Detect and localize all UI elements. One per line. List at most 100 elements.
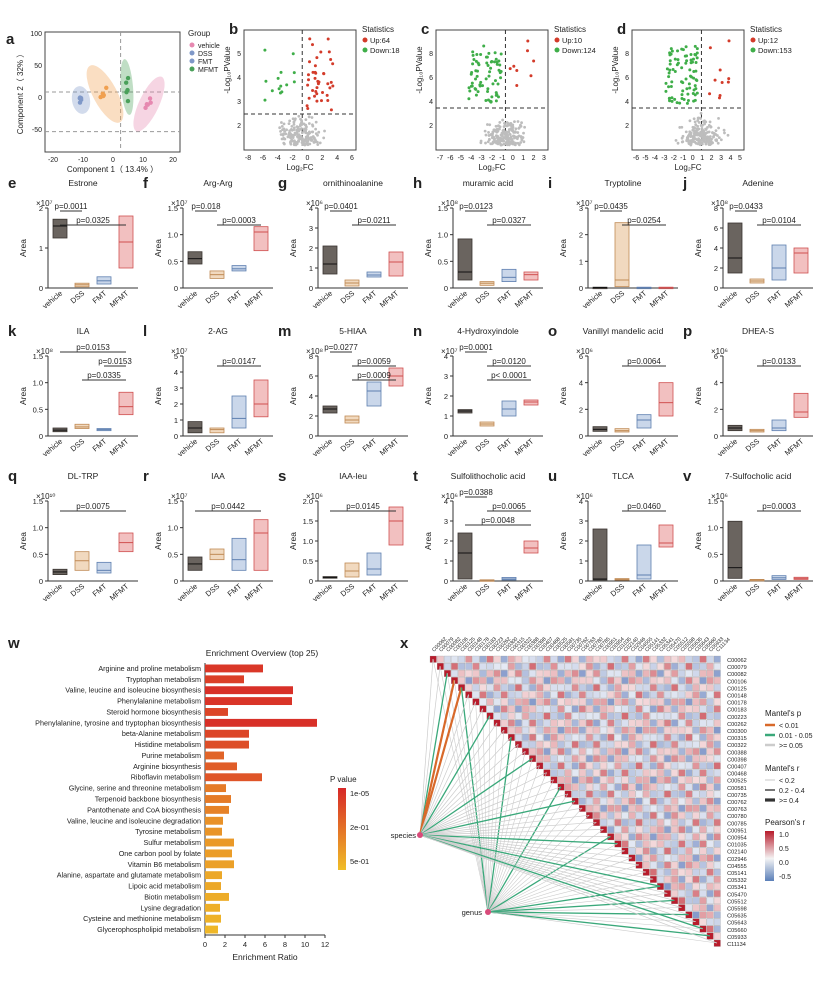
volcano-point-up [727,77,731,81]
heatmap-row-label: C11134 [727,942,746,948]
heatmap-cell [557,691,565,699]
heatmap-cell [557,741,565,748]
heatmap-row-label: C02946 [727,857,747,863]
heatmap-cell [628,769,636,777]
pca-ylabel: Component 2（ 32% ） [16,50,25,135]
panel-letter-c: c [421,21,429,38]
volcano-point-ns [496,142,500,146]
volcano-point-ns [486,140,490,144]
volcano-point-ns [494,124,498,128]
heatmap-cell [699,705,707,713]
boxplot-box [187,421,203,434]
heatmap-cell [607,755,615,763]
heatmap-cell [649,698,657,706]
boxplot-xtick: FMT [766,581,784,598]
heatmap-row-label: C00178 [727,701,747,707]
heatmap-cell [706,712,714,720]
heatmap-cell [543,755,551,763]
heatmap-cell [600,797,608,805]
heatmap-cell [628,783,636,791]
heatmap-cell [614,719,622,727]
enrichment-bar [205,805,229,814]
volcano-point-down [664,89,668,93]
heatmap-cell [621,826,629,834]
panel-letter-s: s [278,468,286,485]
heatmap-cell [685,847,693,855]
heatmap-cell [699,861,707,869]
volcano-point-ns [307,132,310,136]
volcano-point-ns [700,134,703,138]
enrichment-bar [205,664,263,673]
heatmap-cell [664,797,671,805]
heatmap-row-label: C04555 [727,864,747,870]
pvalue-label: p=0.0075 [76,502,110,511]
mantel-edge-genus [487,758,533,913]
volcano-ytick: 6 [625,75,629,82]
heatmap-cell [614,726,622,734]
heatmap-cell [614,712,622,720]
heatmap-cell [642,776,650,784]
heatmap-cell [678,854,686,862]
volcano-point-ns [505,121,509,124]
volcano-point-up [326,37,330,41]
volcano-point-up [326,82,330,86]
heatmap-cell [550,762,558,770]
boxplot-ylabel: Area [558,239,568,257]
heatmap-cell [671,705,679,713]
boxplot-xtick: FMT [631,436,649,453]
heatmap-cell [685,684,693,692]
heatmap-cell [522,741,529,748]
enrichment-xtick: 0 [203,940,207,949]
heatmap-cell [685,890,693,897]
heatmap-cell [529,677,537,684]
volcano-point-ns [292,122,296,126]
volcano-point-ns [498,125,502,129]
heatmap-cell [699,719,707,727]
heatmap-cell [635,783,643,791]
volcano-point-down [473,87,477,91]
pca-point [78,95,84,101]
volcano-point-up [326,99,330,103]
volcano-point-ns [519,141,523,144]
volcano-point-ns [302,129,306,133]
heatmap-cell [685,748,693,755]
volcano-point-up [313,70,317,74]
boxplot-ylabel: Area [693,387,703,405]
volcano-stats-title: Statistics [750,25,782,34]
mantel-edge-genus [487,800,576,913]
boxplot-ytick: 3 [579,517,583,526]
heatmap-cell [500,698,508,706]
boxplot-box [457,532,473,580]
heatmap-row-label: C00763 [727,807,747,813]
heatmap-cell [621,819,629,826]
volcano-point-up [307,96,311,100]
heatmap-cell [692,705,700,713]
heatmap-cell [657,726,664,734]
heatmap-cell [522,677,529,684]
heatmap-cell [671,691,679,699]
heatmap-cell [628,847,636,855]
heatmap-cell [564,726,572,734]
volcano-point-ns [504,130,508,134]
heatmap-cell [685,797,693,805]
heatmap-cell [614,812,622,819]
volcano-point-down [495,62,499,66]
pvalue-label: p=0.0120 [492,357,526,366]
volcano-ytick: 2 [429,123,433,130]
heatmap-cell [692,868,700,876]
heatmap-cell [529,705,537,713]
volcano-xtick: 3 [719,155,723,162]
heatmap-cell [685,783,693,791]
boxplot-ytick: 2 [714,264,718,273]
heatmap-cell [678,790,686,798]
pvalue-label: p=0.0123 [459,202,493,211]
mantel-edge-species [419,666,441,836]
mantel-edge-genus [487,911,689,916]
heatmap-cell [607,804,615,812]
heatmap-cell [593,719,600,727]
boxplot-xtick: FMT [226,436,244,453]
volcano-up-count: Up:64 [370,36,390,45]
boxplot-ylabel: Area [153,532,163,550]
heatmap-cell [593,776,600,784]
